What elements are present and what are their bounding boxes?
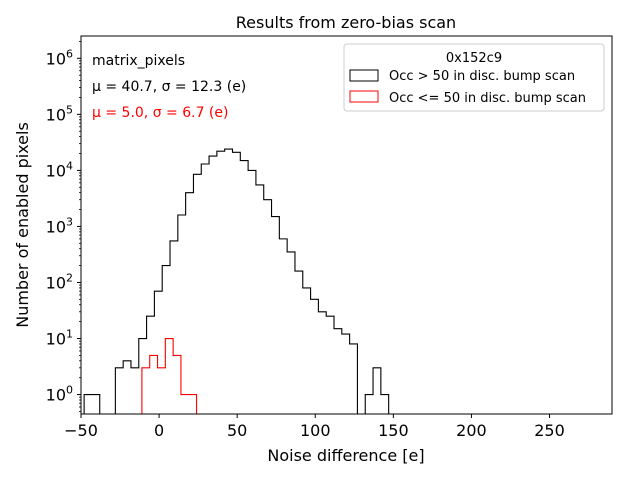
histogram-bin [381, 395, 389, 414]
histogram-bin [350, 344, 358, 414]
y-tick-label: 106 [46, 47, 73, 68]
y-tick-label: 102 [46, 271, 73, 292]
y-tick-label: 105 [46, 103, 73, 124]
histogram-bin [173, 355, 181, 414]
histogram-step [364, 367, 390, 414]
histogram-bin [150, 355, 158, 414]
annotation-black-stats: μ = 40.7, σ = 12.3 (e) [92, 79, 246, 95]
histogram-bin [326, 316, 334, 414]
axes-frame [80, 35, 613, 415]
x-tick-label: 50 [227, 421, 247, 440]
legend-title: 0x152c9 [446, 51, 502, 66]
histogram-bin [318, 312, 326, 414]
x-tick-label: 200 [456, 421, 487, 440]
y-tick-label: 104 [46, 159, 73, 180]
histogram-step [114, 148, 358, 414]
histogram-bin [264, 200, 272, 414]
y-ticks: 100 101 102 103 104 105 106 [46, 41, 81, 412]
histogram-bin [189, 395, 197, 414]
chart-title: Results from zero-bias scan [236, 13, 456, 32]
histogram-bin [201, 164, 209, 414]
histogram-bin [158, 368, 166, 414]
histogram-bin [311, 299, 319, 414]
x-tick-label: 100 [300, 421, 331, 440]
histogram-step [83, 394, 101, 414]
y-axis-label: Number of enabled pixels [13, 122, 32, 328]
histogram-bin [287, 252, 295, 414]
histogram-bin [165, 339, 173, 414]
x-tick-label: 0 [154, 421, 164, 440]
histogram-bin [123, 361, 131, 414]
histogram-bin [225, 149, 233, 414]
legend-label-black: Occ > 50 in disc. bump scan [389, 69, 575, 84]
x-ticks: −50 0 50 100 150 200 250 [64, 414, 565, 440]
legend-swatch-black [349, 69, 379, 82]
legend-swatch-red [349, 90, 379, 103]
x-tick-label: −50 [64, 421, 98, 440]
histogram-bin [193, 174, 201, 414]
x-tick-label: 250 [534, 421, 565, 440]
histogram-bin [365, 395, 373, 414]
legend-box [343, 43, 605, 112]
series-0 [83, 148, 390, 414]
histogram-bin [232, 152, 240, 414]
series-1 [141, 337, 198, 414]
histogram-bin [131, 368, 139, 414]
x-axis-label: Noise difference [e] [267, 446, 424, 465]
histogram-step [141, 337, 198, 414]
histogram-bin [186, 193, 194, 414]
legend: 0x152c9 Occ > 50 in disc. bump scan Occ … [343, 43, 605, 112]
histogram-bin [181, 395, 189, 414]
histogram-bin [303, 288, 311, 414]
histogram-bin [115, 368, 123, 414]
series-layer [83, 148, 390, 414]
histogram-bin [256, 185, 264, 414]
histogram-bin [217, 151, 225, 414]
histogram-bin [142, 368, 150, 414]
histogram-bin [272, 217, 280, 414]
annotation-matrix-pixels: matrix_pixels [92, 53, 185, 69]
histogram-bin [84, 395, 92, 414]
y-tick-label: 101 [46, 328, 73, 349]
histogram-bin [342, 334, 350, 414]
histogram-bin [248, 170, 256, 414]
x-tick-label: 150 [378, 421, 409, 440]
annotation-red-stats: μ = 5.0, σ = 6.7 (e) [92, 105, 228, 121]
histogram-bin [209, 156, 217, 414]
legend-label-red: Occ <= 50 in disc. bump scan [389, 91, 586, 106]
histogram-bin [373, 368, 381, 414]
histogram-bin [92, 395, 100, 414]
histogram-bin [295, 271, 303, 414]
y-tick-label: 103 [46, 215, 73, 236]
histogram-bin [279, 239, 287, 414]
y-tick-label: 100 [46, 384, 73, 405]
histogram-bin [240, 161, 248, 414]
histogram-bin [334, 329, 342, 414]
